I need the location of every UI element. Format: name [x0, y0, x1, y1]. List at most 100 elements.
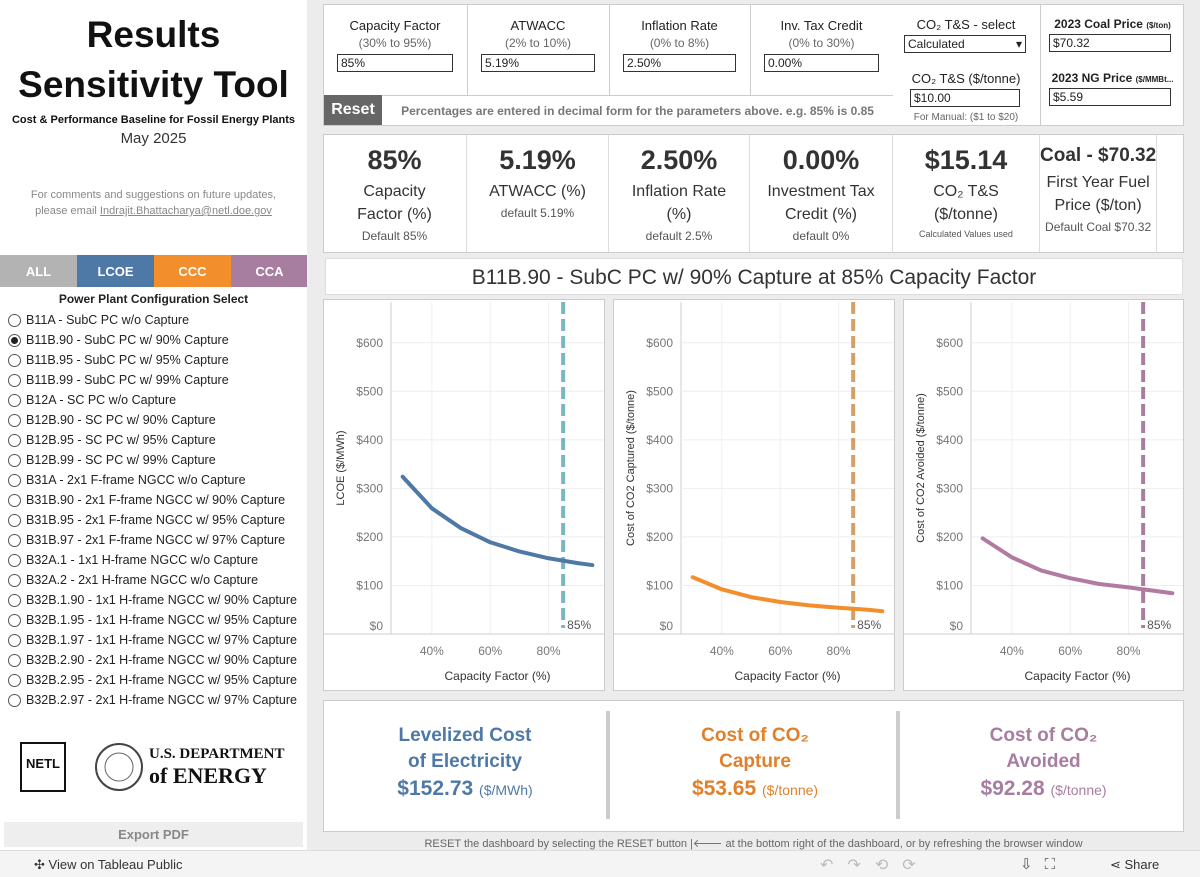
config-option[interactable]: B31B.95 - 2x1 F-frame NGCC w/ 95% Captur…	[8, 510, 285, 530]
field-input[interactable]: 0.00%	[764, 54, 879, 72]
co2-ts-input[interactable]: $10.00	[910, 89, 1020, 107]
radio[interactable]	[8, 613, 21, 627]
radio[interactable]	[8, 533, 21, 547]
config-option[interactable]: B32A.1 - 1x1 H-frame NGCC w/o Capture	[8, 550, 258, 570]
config-option[interactable]: B11A - SubC PC w/o Capture	[8, 310, 189, 330]
x-tick-label: 60%	[768, 644, 792, 658]
summary-card: $15.14 CO₂ T&S ($/tonne) Calculated Values…	[893, 135, 1040, 252]
field-label: Capacity Factor	[349, 18, 441, 33]
tab[interactable]: LCOE	[77, 255, 154, 287]
netl-logo: NETL	[20, 742, 66, 792]
config-option[interactable]: B32B.1.95 - 1x1 H-frame NGCC w/ 95% Capt…	[8, 610, 297, 630]
config-option[interactable]: B11B.99 - SubC PC w/ 99% Capture	[8, 370, 229, 390]
view-on-public[interactable]: ✣ View on Tableau Public	[34, 857, 182, 873]
radio[interactable]	[8, 693, 21, 707]
config-option[interactable]: B32B.1.90 - 1x1 H-frame NGCC w/ 90% Capt…	[8, 590, 297, 610]
summary-label: Investment Tax Credit (%)	[767, 183, 875, 223]
radio[interactable]	[8, 393, 21, 407]
config-option[interactable]: B12B.90 - SC PC w/ 90% Capture	[8, 410, 216, 430]
config-option[interactable]: B11B.95 - SubC PC w/ 95% Capture	[8, 350, 229, 370]
field-label: Inflation Rate	[641, 18, 718, 33]
summary-card: 5.19% ATWACC (%) default 5.19%	[467, 135, 609, 252]
result-number: $152.73	[397, 777, 474, 800]
comments: For comments and suggestions on future u…	[0, 187, 307, 219]
radio[interactable]	[8, 493, 21, 507]
radio[interactable]	[8, 633, 21, 647]
y-tick-label: $400	[936, 433, 963, 447]
summary-value: $15.14	[924, 145, 1008, 175]
coal-input[interactable]: $70.32	[1049, 34, 1171, 52]
config-option[interactable]: B11B.90 - SubC PC w/ 90% Capture	[8, 330, 229, 350]
seal-inner	[104, 752, 134, 782]
field-input[interactable]: 85%	[337, 54, 453, 72]
radio[interactable]	[8, 373, 21, 387]
tab[interactable]: CCC	[154, 255, 231, 287]
y-tick-label: $500	[646, 384, 673, 398]
radio[interactable]	[8, 413, 21, 427]
config-option[interactable]: B32B.1.97 - 1x1 H-frame NGCC w/ 97% Capt…	[8, 630, 297, 650]
co2-manual-note: For Manual: ($1 to $20)	[913, 112, 1019, 123]
radio[interactable]	[8, 453, 21, 467]
radio[interactable]	[8, 513, 21, 527]
view-controls[interactable]: ⇩⛶	[1020, 856, 1068, 873]
line	[690, 575, 885, 614]
line	[400, 474, 595, 568]
field-input[interactable]: 2.50%	[623, 54, 736, 72]
result-unit: ($/tonne)	[762, 782, 819, 798]
export-button[interactable]: Export PDF	[4, 822, 303, 847]
config-option[interactable]: B12B.95 - SC PC w/ 95% Capture	[8, 430, 216, 450]
ng-label: 2023 NG Price ($/MMBt...	[1041, 71, 1184, 85]
config-option[interactable]: B32B.2.90 - 2x1 H-frame NGCC w/ 90% Capt…	[8, 650, 297, 670]
field-label: ATWACC	[510, 18, 566, 33]
logo-text: NETL	[26, 756, 60, 771]
y-tick-label: $400	[646, 433, 673, 447]
config-option[interactable]: B32B.2.97 - 2x1 H-frame NGCC w/ 97% Capt…	[8, 690, 297, 710]
comments-text: For comments and suggestions on future u…	[30, 189, 277, 201]
co2-dropdown[interactable]: Calculated ▾	[904, 35, 1026, 53]
doe-seal	[95, 743, 143, 791]
option-label: B12B.99 - SC PC w/ 99% Capture	[26, 453, 216, 467]
config-option[interactable]: B31B.90 - 2x1 F-frame NGCC w/ 90% Captur…	[8, 490, 285, 510]
tab[interactable]: CCA	[231, 255, 308, 287]
history-controls[interactable]: ↶↷⟲⟳	[820, 857, 930, 874]
radio[interactable]	[8, 553, 21, 567]
doe-line: U.S. DEPARTMENT	[149, 746, 285, 762]
ng-input[interactable]: $5.59	[1049, 88, 1171, 106]
config-option[interactable]: B31A - 2x1 F-frame NGCC w/o Capture	[8, 470, 246, 490]
tab[interactable]: ALL	[0, 255, 77, 287]
config-option[interactable]: B31B.97 - 2x1 F-frame NGCC w/ 97% Captur…	[8, 530, 285, 550]
field-range: (2% to 10%)	[504, 36, 572, 50]
config-option[interactable]: B12B.99 - SC PC w/ 99% Capture	[8, 450, 216, 470]
config-option[interactable]: B32A.2 - 2x1 H-frame NGCC w/o Capture	[8, 570, 258, 590]
radio[interactable]	[8, 353, 21, 367]
y-tick-label: $600	[646, 336, 673, 350]
result-value: $53.65 ($/tonne)	[613, 777, 897, 801]
reset-button[interactable]: Reset	[324, 95, 382, 125]
y-tick-label: $0	[370, 619, 384, 633]
y-tick-label: $500	[936, 384, 963, 398]
summary-value: 0.00%	[782, 145, 860, 175]
email-link[interactable]: Indrajit.Bhattacharya@netl.doe.gov	[99, 205, 272, 217]
summary-value: 5.19%	[499, 145, 576, 175]
ng-unit: ($/MMBt...	[1135, 75, 1174, 84]
radio[interactable]	[8, 593, 21, 607]
config-option[interactable]: B32B.2.95 - 2x1 H-frame NGCC w/ 95% Capt…	[8, 670, 297, 690]
radio[interactable]	[8, 653, 21, 667]
y-tick-label: $600	[356, 336, 383, 350]
option-label: B32B.1.97 - 1x1 H-frame NGCC w/ 97% Capt…	[26, 633, 297, 647]
y-tick-label: $600	[936, 336, 963, 350]
y-tick-label: $400	[356, 433, 383, 447]
radio[interactable]	[8, 333, 21, 347]
radio[interactable]	[8, 433, 21, 447]
radio[interactable]	[8, 473, 21, 487]
share-button[interactable]: ⋖ Share	[1110, 857, 1159, 873]
line	[980, 536, 1175, 596]
sidebar: Results Sensitivity Tool Cost & Performa…	[0, 0, 308, 850]
field-input[interactable]: 5.19%	[481, 54, 595, 72]
config-option[interactable]: B12A - SC PC w/o Capture	[8, 390, 176, 410]
radio[interactable]	[8, 313, 21, 327]
radio[interactable]	[8, 673, 21, 687]
option-label: B32B.2.95 - 2x1 H-frame NGCC w/ 95% Capt…	[26, 673, 297, 687]
radio[interactable]	[8, 573, 21, 587]
footer-note: RESET the dashboard by selecting the RES…	[424, 838, 1083, 850]
